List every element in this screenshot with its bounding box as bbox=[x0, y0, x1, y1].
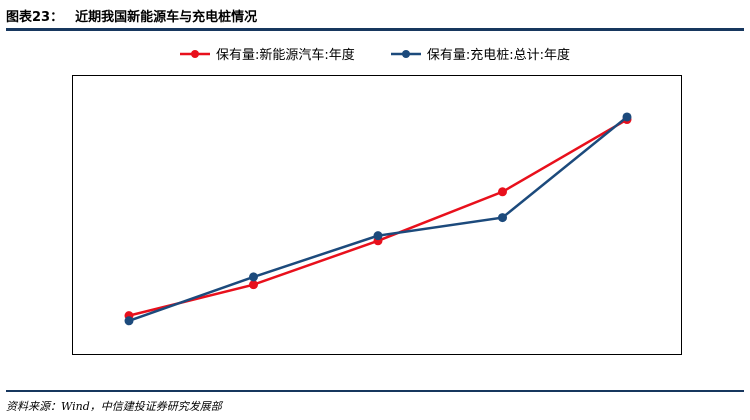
data-point-1-3 bbox=[498, 213, 507, 223]
legend-label-ev: 保有量:新能源汽车:年度 bbox=[216, 48, 355, 63]
chart-title: 近期我国新能源车与充电桩情况 bbox=[75, 10, 258, 25]
series-1 bbox=[124, 112, 632, 326]
footer-rule bbox=[6, 390, 744, 392]
source-note: 资料来源：Wind，中信建投证券研究发展部 bbox=[6, 400, 222, 413]
plot-area bbox=[72, 75, 682, 355]
data-point-1-1 bbox=[249, 272, 258, 282]
figure-header: 图表23： 近期我国新能源车与充电桩情况 bbox=[6, 6, 257, 25]
legend-item-charger: 保有量:充电桩:总计:年度 bbox=[390, 44, 570, 63]
legend-swatch-charger bbox=[390, 49, 421, 58]
legend-item-ev: 保有量:新能源汽车:年度 bbox=[180, 44, 355, 63]
data-point-0-3 bbox=[498, 187, 507, 197]
data-point-0-1 bbox=[249, 280, 258, 290]
series-line-1 bbox=[128, 115, 628, 322]
series-0 bbox=[124, 115, 632, 321]
series-line-0 bbox=[128, 118, 628, 317]
figure-number: 图表23： bbox=[6, 10, 64, 25]
data-point-1-2 bbox=[373, 231, 383, 241]
data-point-1-4 bbox=[622, 112, 632, 122]
data-point-1-0 bbox=[124, 316, 134, 326]
legend-label-charger: 保有量:充电桩:总计:年度 bbox=[426, 48, 570, 63]
legend-swatch-ev bbox=[180, 49, 211, 58]
legend: 保有量:新能源汽车:年度 保有量:充电桩:总计:年度 bbox=[0, 44, 750, 63]
line-chart bbox=[124, 112, 632, 326]
header-rule bbox=[6, 28, 744, 31]
